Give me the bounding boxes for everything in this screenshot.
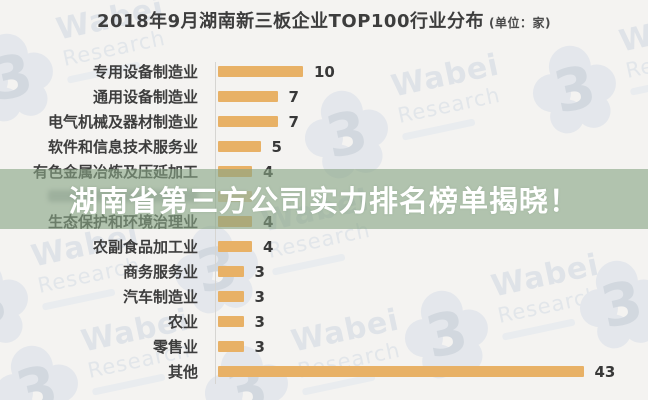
bar-value: 7 (288, 87, 299, 106)
bar-value: 3 (254, 337, 265, 356)
chart-row: 农业 3 (0, 309, 648, 334)
bar-value: 3 (254, 287, 265, 306)
bar-value: 43 (594, 362, 616, 381)
bar (218, 141, 261, 152)
bar-label: 软件和信息技术服务业 (47, 138, 198, 156)
bar-label: 电气机械及器材制造业 (47, 113, 198, 131)
bar (218, 116, 278, 127)
chart-row: 电气机械及器材制造业 7 (0, 109, 648, 134)
promo-banner: 湖南省第三方公司实力排名榜单揭晓！ (0, 169, 648, 229)
bar (218, 291, 244, 302)
bar-label: 商务服务业 (122, 263, 198, 281)
bar-label: 农业 (167, 313, 198, 331)
chart-title: 2018年9月湖南新三板企业TOP100行业分布 (单位：家) (0, 7, 648, 33)
chart-row: 商务服务业 3 (0, 259, 648, 284)
bar-label: 其他 (167, 363, 198, 381)
chart-row: 零售业 3 (0, 334, 648, 359)
bar (218, 91, 278, 102)
bar (218, 366, 584, 377)
chart-row: 软件和信息技术服务业 5 (0, 134, 648, 159)
bar-value: 4 (263, 237, 274, 256)
chart-unit-label: (单位：家) (488, 16, 551, 30)
bar (218, 341, 244, 352)
bar-label: 农副食品加工业 (92, 238, 198, 256)
chart-title-text: 2018年9月湖南新三板企业TOP100行业分布 (97, 11, 484, 32)
chart-row: 专用设备制造业 10 (0, 59, 648, 84)
bar-value: 3 (254, 262, 265, 281)
bar (218, 316, 244, 327)
bar-value: 10 (314, 62, 335, 81)
bar-label: 通用设备制造业 (92, 88, 198, 106)
chart-row: 通用设备制造业 7 (0, 84, 648, 109)
chart-row: 汽车制造业 3 (0, 284, 648, 309)
bar (218, 266, 244, 277)
chart-row: 其他 43 (0, 359, 648, 384)
bar-label: 专用设备制造业 (92, 63, 198, 81)
bar-label: 汽车制造业 (122, 288, 198, 306)
chart-row: 农副食品加工业 4 (0, 234, 648, 259)
bar-value: 7 (288, 112, 299, 131)
bar-value: 5 (271, 137, 282, 156)
bar-label: 零售业 (152, 338, 198, 356)
bar (218, 66, 303, 77)
promo-banner-text: 湖南省第三方公司实力排名榜单揭晓！ (68, 184, 579, 218)
bar-value: 3 (254, 312, 265, 331)
bar (218, 241, 252, 252)
